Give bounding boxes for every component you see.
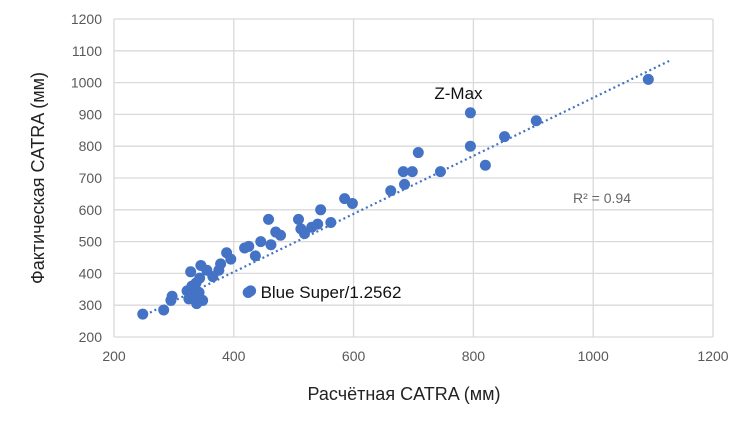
data-point	[137, 308, 149, 320]
y-tick-label: 1100	[72, 43, 102, 59]
data-point	[385, 185, 397, 197]
data-point	[397, 166, 409, 178]
data-point	[399, 178, 411, 190]
data-point	[255, 236, 267, 248]
data-point	[312, 218, 324, 230]
y-tick-label: 500	[79, 234, 103, 250]
data-point	[265, 239, 277, 251]
data-point	[499, 131, 511, 143]
y-tick-label: 700	[79, 170, 103, 186]
data-point	[434, 166, 446, 178]
data-point	[325, 217, 337, 229]
data-point	[242, 286, 254, 298]
data-point	[479, 159, 491, 171]
y-tick-label: 200	[79, 329, 103, 345]
r2-label: R² = 0.94	[573, 190, 631, 206]
data-point	[158, 304, 170, 316]
y-tick-label: 1000	[71, 75, 102, 91]
data-point	[315, 204, 327, 216]
data-point	[406, 166, 418, 178]
trendline	[140, 59, 672, 318]
y-tick-label: 900	[79, 106, 103, 122]
x-tick-label: 1200	[697, 348, 728, 364]
y-tick-label: 400	[79, 265, 103, 281]
data-point	[464, 107, 476, 119]
data-point	[412, 147, 424, 159]
x-tick-label: 200	[102, 348, 126, 364]
x-tick-label: 800	[462, 348, 486, 364]
data-point	[642, 73, 654, 85]
x-axis-label: Расчётная CATRA (мм)	[308, 384, 501, 404]
y-axis-label: Фактическая CATRA (мм)	[28, 72, 48, 284]
data-point	[530, 115, 542, 127]
data-point	[298, 228, 310, 240]
y-tick-label: 800	[79, 138, 103, 154]
data-point	[166, 290, 178, 302]
x-tick-label: 1000	[578, 348, 609, 364]
data-point	[194, 272, 206, 284]
data-point	[215, 258, 227, 270]
annotation-label: Z-Max	[434, 84, 483, 103]
data-point	[185, 266, 197, 278]
data-point	[292, 213, 304, 225]
y-tick-label: 1200	[71, 11, 102, 27]
data-point	[346, 197, 358, 209]
data-point	[275, 229, 287, 241]
x-tick-label: 400	[222, 348, 246, 364]
x-tick-label: 600	[342, 348, 366, 364]
y-tick-label: 600	[79, 202, 103, 218]
data-point	[243, 240, 255, 252]
data-point	[263, 213, 275, 225]
data-point	[225, 253, 237, 265]
data-point	[464, 140, 476, 152]
data-point	[197, 294, 209, 306]
y-tick-label: 300	[79, 297, 103, 313]
data-point	[249, 250, 261, 262]
annotation-label: Blue Super/1.2562	[261, 283, 402, 302]
